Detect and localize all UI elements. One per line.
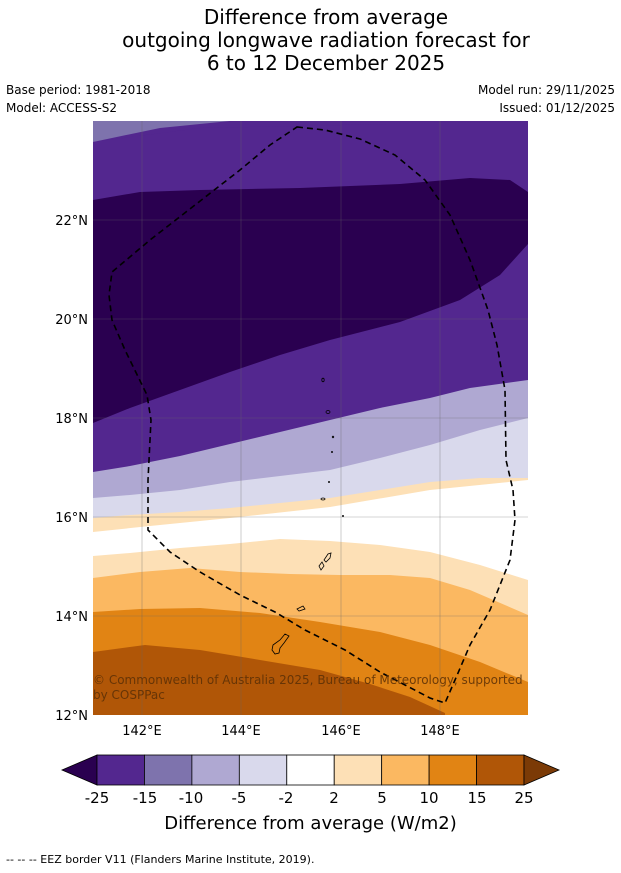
colorbar-segment	[476, 754, 525, 786]
colorbar-tick: 10	[419, 789, 438, 807]
colorbar-segment	[144, 754, 193, 786]
map-figure: © Commonwealth of Australia 2025, Bureau…	[55, 121, 561, 807]
island-outlines	[271, 377, 344, 655]
colorbar-tick: -2	[279, 789, 294, 807]
island-guam	[271, 633, 290, 655]
meta-right: Model run: 29/11/2025 Issued: 01/12/2025	[478, 81, 615, 117]
model-run: Model run: 29/11/2025	[477, 83, 615, 97]
lon-label: 144°E	[221, 724, 261, 739]
colorbar-tick: -10	[179, 789, 204, 807]
lon-label: 142°E	[122, 724, 162, 739]
colorbar-extend-high	[523, 754, 561, 786]
colorbar-segment	[428, 754, 477, 786]
colorbar-extend-low	[60, 754, 98, 786]
colorbar	[60, 754, 561, 786]
title-line-3: 6 to 12 December 2025	[206, 51, 446, 75]
lat-label: 20°N	[55, 313, 88, 328]
colorbar-segment	[381, 754, 430, 786]
eez-border	[108, 126, 516, 704]
graticule	[93, 121, 528, 715]
anomaly-field	[93, 121, 528, 715]
colorbar-segment	[191, 754, 240, 786]
map-title: Difference from average outgoing longwav…	[0, 6, 621, 75]
copyright-line-1: © Commonwealth of Australia 2025, Bureau…	[93, 673, 523, 687]
colorbar-tick: -25	[85, 789, 110, 807]
colorbar-segment	[286, 754, 335, 786]
colorbar-segment	[96, 754, 145, 786]
colorbar-segment	[333, 754, 383, 786]
colorbar-tick: 2	[329, 789, 339, 807]
title-line-1: Difference from average	[203, 5, 449, 29]
lat-label: 18°N	[55, 412, 88, 427]
colorbar-tick: 25	[514, 789, 533, 807]
colorbar-label: Difference from average (W/m2)	[164, 813, 457, 834]
colorbar-tick: 5	[377, 789, 387, 807]
island-saipan	[323, 552, 332, 563]
eez-legend-note: -- -- -- EEZ border V11 (Flanders Marine…	[6, 853, 315, 866]
lat-label: 12°N	[55, 709, 88, 724]
base-period: Base period: 1981-2018	[6, 83, 151, 97]
copyright-line-2: by COSPPac	[93, 688, 165, 702]
island-rota	[296, 605, 306, 612]
lon-label: 146°E	[321, 724, 361, 739]
lat-label: 22°N	[55, 214, 88, 229]
band-near-zero	[93, 480, 528, 580]
colorbar-ticks: -25 -15 -10 -5 -2 2 5 10 15 25	[85, 789, 534, 807]
colorbar-tick: 15	[467, 789, 486, 807]
model-name: Model: ACCESS-S2	[6, 101, 118, 115]
lat-labels: 22°N 20°N 18°N 16°N 14°N 12°N	[55, 214, 88, 724]
lat-label: 16°N	[55, 511, 88, 526]
lat-label: 14°N	[55, 610, 88, 625]
title-line-2: outgoing longwave radiation forecast for	[122, 28, 530, 52]
band-pos-15-25	[93, 645, 445, 715]
colorbar-segment	[238, 754, 288, 786]
issued-date: Issued: 01/12/2025	[499, 101, 615, 115]
lon-labels: 142°E 144°E 146°E 148°E	[122, 724, 460, 739]
colorbar-tick: -5	[232, 789, 247, 807]
band-neg-gt-25	[93, 178, 528, 423]
island-tinian	[318, 561, 325, 571]
meta-left: Base period: 1981-2018 Model: ACCESS-S2	[6, 81, 151, 117]
lon-label: 148°E	[420, 724, 460, 739]
colorbar-tick: -15	[133, 789, 158, 807]
